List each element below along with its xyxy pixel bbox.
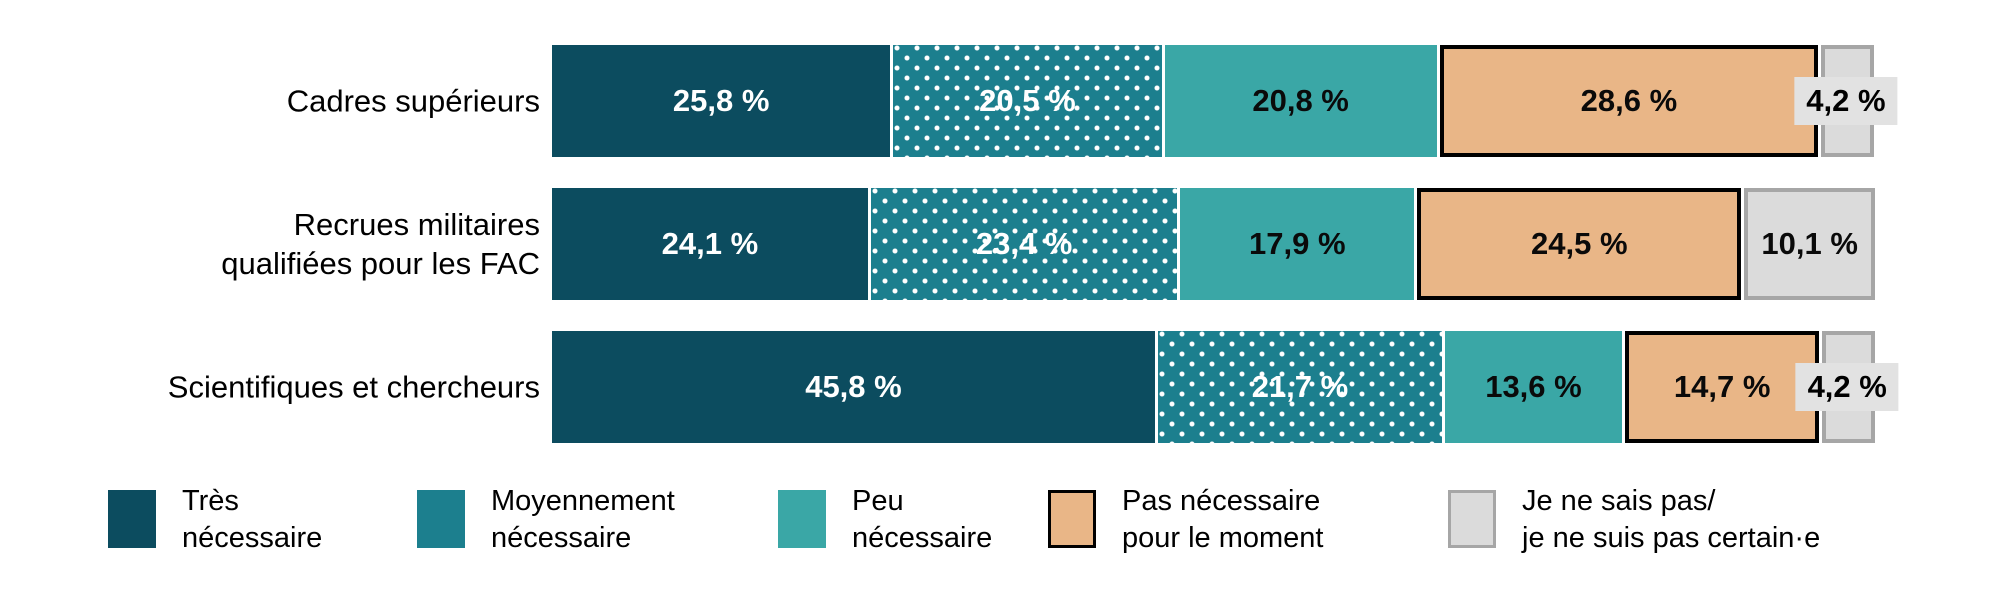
bar-segment-series-2: 23,4 %: [870, 188, 1181, 300]
value-label: 13,6 %: [1485, 369, 1582, 404]
category-label-line: Cadres supérieurs: [286, 83, 540, 119]
legend-label-line: nécessaire: [491, 522, 632, 554]
bar-segment-series-3: 17,9 %: [1180, 188, 1418, 300]
legend-label: Je ne sais pas/je ne suis pas certain·e: [1522, 483, 1820, 557]
legend-label-line: nécessaire: [852, 522, 993, 554]
category-label-line: qualifiées pour les FAC: [221, 246, 540, 281]
bar-segment-series-4: 24,5 %: [1417, 188, 1742, 300]
bar-segment-series-5: 10,1 %: [1744, 188, 1875, 300]
value-label: 20,8 %: [1252, 83, 1349, 118]
bar-segment-series-2: 20,5 %: [893, 45, 1165, 157]
legend-label-line: je ne suis pas certain·e: [1522, 522, 1821, 554]
legend-label-line: Pas nécessaire: [1122, 485, 1321, 517]
legend-label: Peu nécessaire: [852, 483, 992, 557]
legend-label-line: nécessaire: [182, 522, 323, 554]
bar-segment-series-1: 25,8 %: [552, 45, 894, 157]
value-label: 45,8 %: [805, 369, 902, 404]
stacked-bar: 24,1 % 23,4 % 17,9 % 24,5 % 10,1 %: [552, 188, 1875, 300]
legend-label-line: Moyennement: [491, 485, 675, 517]
bar-segment-series-4: 14,7 %: [1624, 331, 1820, 443]
legend-label: Très nécessaire: [182, 483, 322, 557]
bar-segment-series-1: 24,1 %: [552, 188, 871, 300]
legend-label-line: Très: [182, 485, 239, 517]
value-label: 28,6 %: [1580, 83, 1678, 118]
legend-swatch-series-2: [417, 490, 465, 548]
legend-label: Moyennement nécessaire: [491, 483, 675, 557]
value-label: 21,7 %: [1251, 369, 1349, 404]
legend-swatch-series-4: [1048, 490, 1096, 548]
value-label: 17,9 %: [1249, 226, 1346, 261]
category-label: Recrues militaires qualifiées pour les FA…: [0, 205, 540, 283]
bar-row: Scientifiques et chercheurs 4,2 % 45,8 % 21…: [0, 331, 2000, 443]
bar-row: Cadres supérieurs 4,2 % 25,8 % 20,5 % 20,8 %…: [0, 45, 2000, 157]
category-label: Scientifiques et chercheurs: [0, 368, 540, 407]
value-label: 10,1 %: [1761, 226, 1858, 261]
legend-label-line: Je ne sais pas/: [1522, 485, 1716, 517]
bar-row: Recrues militaires qualifiées pour les FA…: [0, 188, 2000, 300]
value-label: 24,1 %: [661, 226, 759, 261]
category-label: Cadres supérieurs: [0, 82, 540, 121]
value-label-callout: 4,2 %: [1794, 77, 1898, 125]
value-label: 23,4 %: [975, 226, 1073, 261]
bar-segment-series-4: 28,6 %: [1439, 45, 1819, 157]
value-label-callout: 4,2 %: [1795, 363, 1899, 411]
bar-segment-series-1: 45,8 %: [552, 331, 1158, 443]
legend-label-line: pour le moment: [1122, 522, 1324, 554]
value-label: 14,7 %: [1673, 369, 1771, 404]
value-label: 24,5 %: [1531, 226, 1628, 261]
legend-label-line: Peu: [852, 485, 904, 517]
legend-swatch-series-1: [108, 490, 156, 548]
category-label-line: Scientifiques et chercheurs: [167, 369, 540, 405]
category-label-line: Recrues militaires: [293, 207, 540, 242]
bar-segment-series-3: 20,8 %: [1164, 45, 1440, 157]
bar-segment-series-3: 13,6 %: [1445, 331, 1625, 443]
legend-swatch-series-5: [1448, 490, 1496, 548]
legend-swatch-series-3: [778, 490, 826, 548]
legend-label: Pas nécessaire pour le moment: [1122, 483, 1324, 557]
stacked-bar: 45,8 % 21,7 % 13,6 % 14,7 %: [552, 331, 1875, 443]
value-label: 20,5 %: [979, 83, 1076, 118]
bar-segment-series-2: 21,7 %: [1157, 331, 1445, 443]
value-label: 25,8 %: [672, 83, 770, 118]
